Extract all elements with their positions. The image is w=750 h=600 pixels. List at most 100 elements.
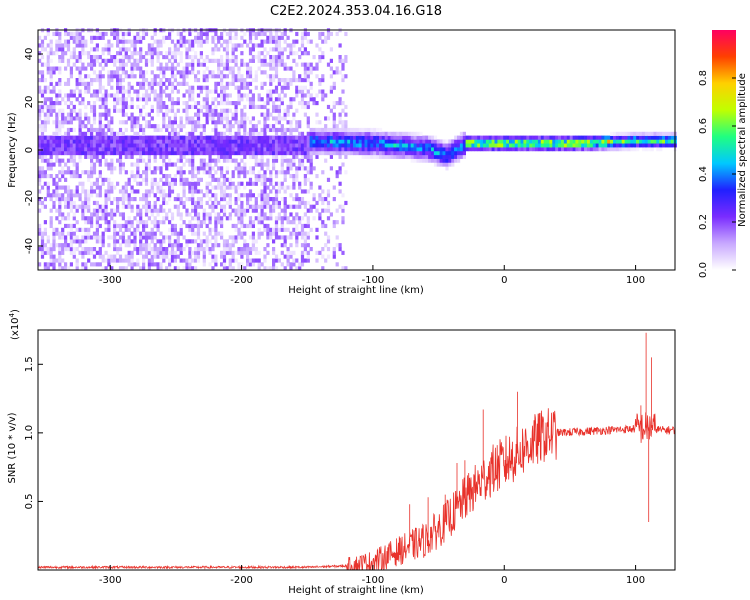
spectrogram-cell [277,51,281,56]
spectrogram-cell [326,216,331,221]
spectrogram-cell [58,43,62,48]
spectrogram-cell [43,85,47,90]
spectrogram-cell [367,135,371,140]
spectrogram-cell [144,51,149,56]
spectrogram-cell [81,227,85,232]
spectrogram-cell [483,143,487,148]
y-tick-label: 40 [24,48,35,61]
spectrogram-cell [338,120,342,125]
spectrogram-cell [257,193,261,198]
spectrogram-cell [205,31,209,37]
spectrogram-cell [61,247,65,252]
spectrogram-cell [144,78,149,83]
spectrogram-cell [306,131,310,136]
spectrogram-cell [58,66,62,71]
spectrogram-cell [283,108,287,113]
spectrogram-cell [202,62,206,67]
spectrogram-cell [90,127,94,133]
spectrogram-cell [40,231,45,236]
spectrogram-cell [280,147,284,152]
spectrogram-cell [75,208,79,213]
spectrogram-cell [194,124,198,129]
spectrogram-cell [237,120,241,125]
spectrogram-cell [194,101,198,106]
spectrogram-cell [306,66,310,71]
spectrogram-cell [208,174,212,179]
spectrogram-cell [237,266,241,271]
spectrogram-cell [182,35,186,40]
spectrogram-cell [179,231,183,236]
spectrogram-cell [179,135,183,140]
spectrogram-cell [298,147,302,152]
spectrogram-cell [95,47,99,52]
spectrogram-cell [214,258,218,263]
spectrogram-cell [451,139,455,144]
spectrogram-cell [254,55,258,60]
spectrogram-cell [243,39,247,44]
spectrogram-cell [159,147,163,152]
spectrogram-cell [185,131,189,136]
spectrogram-cell [384,131,388,136]
spectrogram-cell [214,104,218,110]
spectrogram-cell [40,89,45,94]
spectrogram-cell [436,139,440,144]
spectrogram-cell [246,66,250,71]
spectrogram-cell [312,66,316,71]
spectrogram-cell [153,166,157,171]
spectrogram-cell [283,174,287,179]
spectrogram-cell [127,262,131,267]
spectrogram-cell [136,116,140,121]
spectrogram-cell [182,170,186,175]
spectrogram-cell [61,250,65,255]
spectrogram-cell [81,204,85,209]
spectrogram-cell [370,143,374,148]
spectrogram-cell [257,66,261,71]
spectrogram-cell [113,151,117,156]
spectrogram-cell [130,154,134,159]
spectrogram-cell [289,135,293,140]
spectrogram-cell [87,231,91,236]
spectrogram-cell [168,208,172,213]
spectrogram-cell [124,127,128,133]
spectrogram-cell [199,85,203,90]
spectrogram-cell [61,120,65,125]
spectrogram-cell [92,108,97,113]
spectrogram-cell [318,131,322,136]
spectrogram-cell [405,147,409,152]
spectrogram-cell [75,258,79,263]
spectrogram-cell [95,97,99,102]
spectrogram-cell [58,47,62,52]
spectrogram-cell [194,258,198,263]
spectrogram-cell [72,55,76,60]
spectrogram-cell [379,154,383,159]
spectrogram-cell [173,250,177,255]
spectrogram-cell [257,31,261,37]
spectrogram-cell [150,204,154,209]
spectrogram-cell [402,154,406,159]
spectrogram-cell [101,147,105,152]
spectrogram-cell [107,235,111,240]
spectrogram-cell [107,193,111,198]
spectrogram-cell [225,55,229,60]
spectrogram-cell [202,247,206,252]
spectrogram-cell [156,143,160,148]
spectrogram-cell [292,143,296,148]
spectrogram-cell [191,93,195,98]
spectrogram-cell [196,243,201,248]
spectrogram-cell [269,58,273,63]
spectrogram-cell [144,70,149,75]
spectrogram-cell [159,231,163,236]
spectrogram-cell [98,131,102,136]
spectrogram-cell [324,139,328,144]
spectrogram-cell [248,66,253,71]
spectrogram-cell [95,78,99,83]
spectrogram-cell [58,231,62,236]
spectrogram-cell [38,135,42,140]
spectrogram-cell [292,227,296,232]
spectrogram-cell [555,139,559,144]
spectrogram-cell [78,124,82,129]
spectrogram-cell [90,250,94,255]
spectrogram-cell [170,97,175,102]
spectrogram-cell [69,74,73,79]
spectrogram-cell [179,51,183,56]
